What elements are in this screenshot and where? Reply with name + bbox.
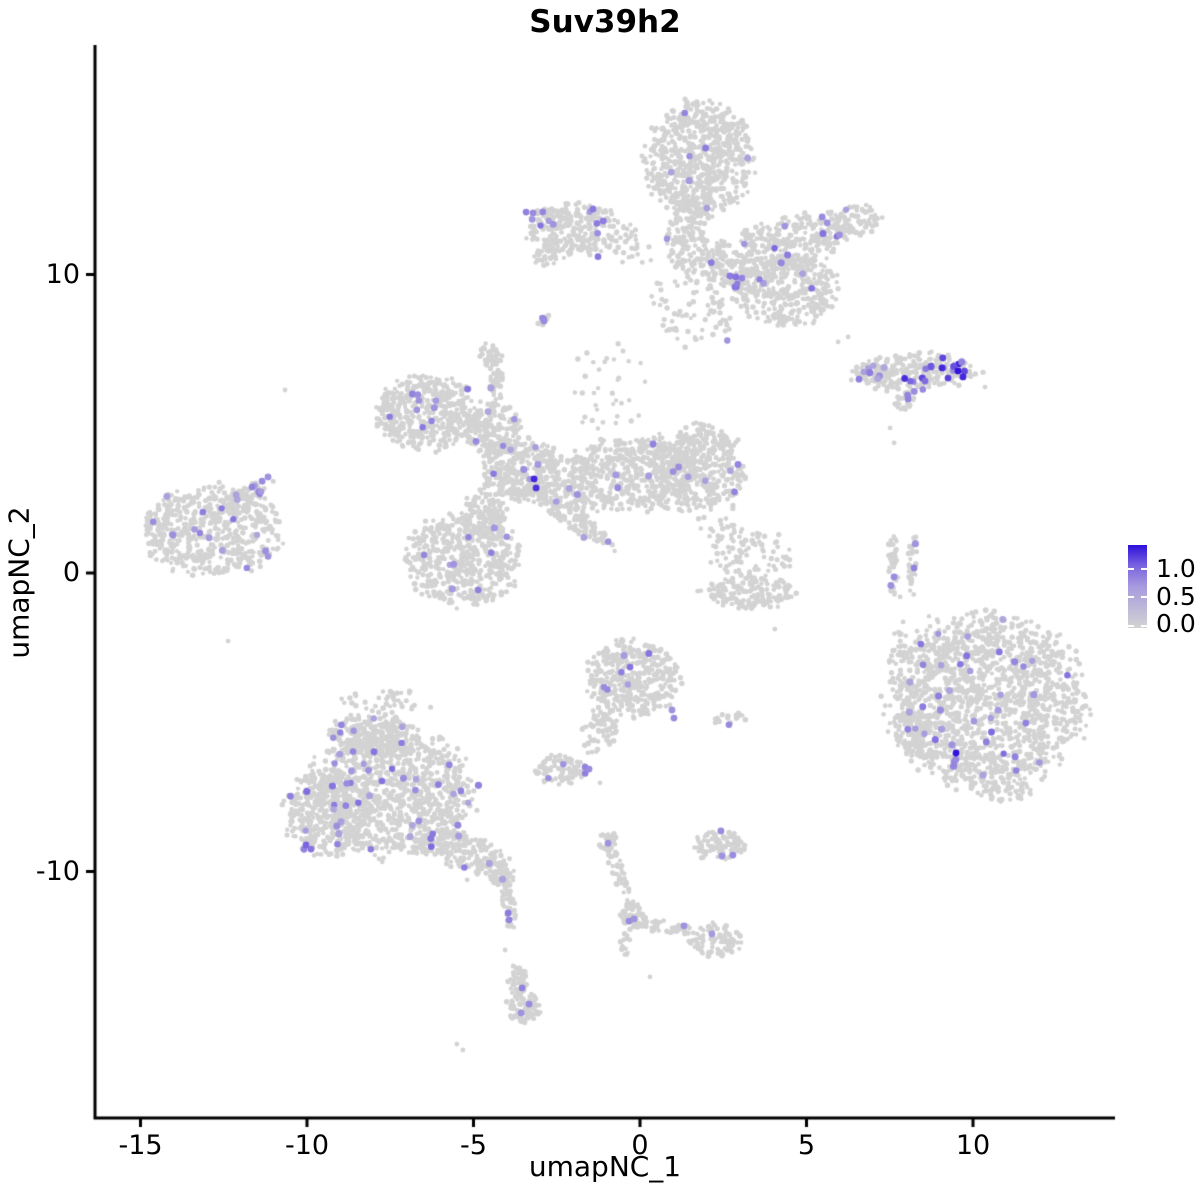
- x-tick-label: 10: [955, 1130, 991, 1161]
- x-tick-label: -15: [118, 1130, 163, 1161]
- legend-tick-mark: [1141, 596, 1147, 598]
- legend-label-low: 0.0: [1156, 609, 1196, 638]
- legend-tick-mark: [1128, 568, 1134, 570]
- legend-label-mid: 0.5: [1156, 582, 1196, 611]
- legend-tick-mark: [1128, 625, 1134, 627]
- x-tick-label: -10: [284, 1130, 330, 1161]
- legend-colorbar: [1128, 545, 1147, 628]
- y-tick-label: 0: [62, 557, 80, 588]
- legend-tick-mark: [1141, 625, 1147, 627]
- y-tick-label: 10: [45, 258, 80, 290]
- plot-title: Suv39h2: [529, 4, 681, 40]
- legend-tick-mark: [1141, 568, 1147, 570]
- expression-legend: 1.0 0.5 0.0: [1128, 545, 1200, 645]
- x-tick-label: -5: [460, 1130, 487, 1161]
- legend-label-high: 1.0: [1156, 554, 1196, 583]
- x-axis-label: umapNC_1: [528, 1150, 682, 1183]
- x-tick-label: 5: [797, 1130, 816, 1161]
- legend-tick-mark: [1128, 596, 1134, 598]
- y-tick-label: -10: [35, 855, 80, 887]
- x-tick-label: 0: [631, 1130, 649, 1161]
